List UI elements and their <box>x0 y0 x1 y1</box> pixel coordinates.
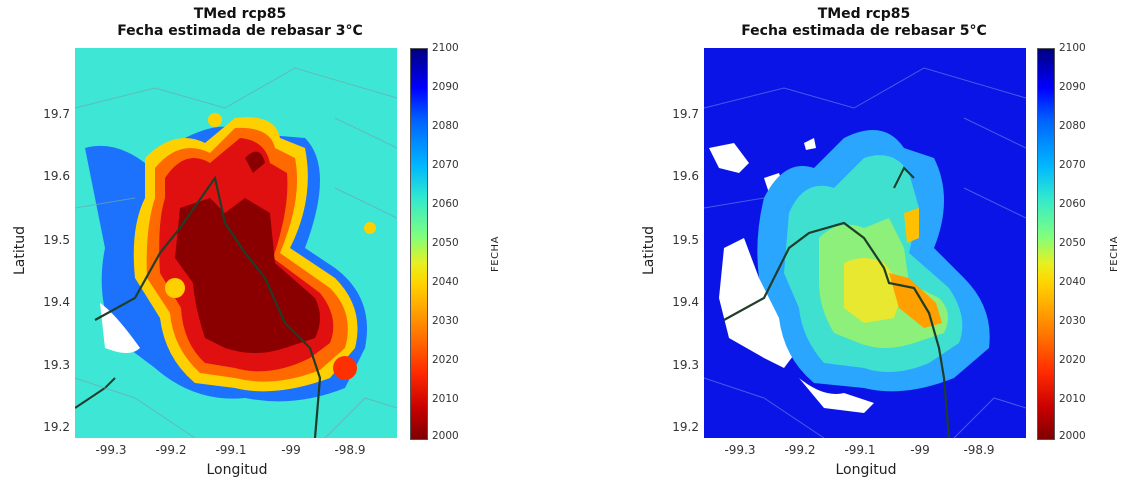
region-nodata <box>799 378 874 413</box>
state-boundary <box>94 175 322 438</box>
blob <box>165 278 185 298</box>
state-boundary-n <box>893 166 915 189</box>
state-boundary <box>723 221 951 438</box>
chart-title: TMed rcp85 Fecha estimada de rebasar 3°C <box>80 6 400 40</box>
y-tick-label: 19.7 <box>672 107 699 121</box>
colorbar-tick: 2090 <box>1059 81 1086 93</box>
region-nodata <box>709 143 749 173</box>
heatmap-svg <box>704 48 1026 438</box>
municipal-borders <box>704 67 1026 438</box>
colorbar <box>1037 48 1055 440</box>
y-tick-label: 19.6 <box>43 169 70 183</box>
colorbar-tick: 2000 <box>432 430 459 442</box>
heatmap-plot <box>75 48 397 438</box>
title-line-1: TMed rcp85 <box>817 6 911 22</box>
x-tick-label: -99 <box>910 443 930 457</box>
region-core <box>175 198 320 353</box>
y-tick-label: 19.4 <box>43 295 70 309</box>
y-tick-label: 19.3 <box>672 358 699 372</box>
colorbar-tick: 2030 <box>1059 315 1086 327</box>
colorbar-label: FECHA <box>1109 236 1120 272</box>
x-tick-label: -99.1 <box>844 443 876 457</box>
region-core-north <box>245 151 265 173</box>
region-nodata <box>100 303 140 353</box>
colorbar-tick: 2100 <box>1059 42 1086 54</box>
colorbar-tick: 2050 <box>432 237 459 249</box>
x-tick-label: -99.1 <box>215 443 247 457</box>
colorbar-tick: 2020 <box>432 354 459 366</box>
x-axis-label: Longitud <box>835 462 897 478</box>
x-axis-label: Longitud <box>206 462 268 478</box>
colorbar-tick: 2080 <box>432 120 459 132</box>
colorbar-tick: 2000 <box>1059 430 1086 442</box>
colorbar-tick: 2040 <box>432 276 459 288</box>
y-tick-label: 19.2 <box>43 420 70 434</box>
blob <box>364 222 376 234</box>
y-tick-label: 19.7 <box>43 107 70 121</box>
x-tick-label: -99.3 <box>95 443 127 457</box>
colorbar-tick: 2010 <box>432 393 459 405</box>
chart-panel-right: TMed rcp85 Fecha estimada de rebasar 5°C <box>561 0 1122 485</box>
y-tick-label: 19.2 <box>672 420 699 434</box>
x-tick-label: -99.3 <box>724 443 756 457</box>
blob <box>208 113 222 127</box>
heatmap-plot <box>704 48 1026 438</box>
chart-panel-left: TMed rcp85 Fecha estimada de rebasar 3°C <box>12 6 501 478</box>
chart-title: TMed rcp85 Fecha estimada de rebasar 5°C <box>704 6 1024 40</box>
y-tick-label: 19.5 <box>672 233 699 247</box>
title-line-2: Fecha estimada de rebasar 5°C <box>741 23 987 39</box>
title-line-2: Fecha estimada de rebasar 3°C <box>117 23 363 39</box>
y-axis-label: Latitud <box>641 225 657 275</box>
heatmap-svg <box>75 48 397 438</box>
colorbar-tick: 2020 <box>1059 354 1086 366</box>
colorbar-tick: 2080 <box>1059 120 1086 132</box>
x-tick-label: -98.9 <box>334 443 366 457</box>
colorbar-tick: 2090 <box>432 81 459 93</box>
colorbar-tick: 2070 <box>1059 159 1086 171</box>
colorbar-tick: 2060 <box>432 198 459 210</box>
blob <box>333 356 357 380</box>
colorbar-tick: 2040 <box>1059 276 1086 288</box>
colorbar-tick: 2100 <box>432 42 459 54</box>
y-axis-label: Latitud <box>12 225 28 275</box>
y-tick-label: 19.3 <box>43 358 70 372</box>
colorbar-tick: 2070 <box>432 159 459 171</box>
colorbar-tick: 2060 <box>1059 198 1086 210</box>
colorbar-tick: 2050 <box>1059 237 1086 249</box>
y-tick-label: 19.5 <box>43 233 70 247</box>
colorbar-tick: 2030 <box>432 315 459 327</box>
region-nodata <box>719 238 799 368</box>
colorbar <box>410 48 428 440</box>
x-tick-label: -98.9 <box>963 443 995 457</box>
y-tick-label: 19.4 <box>672 295 699 309</box>
x-tick-label: -99.2 <box>784 443 816 457</box>
x-tick-label: -99.2 <box>155 443 187 457</box>
x-tick-label: -99 <box>281 443 301 457</box>
municipal-borders <box>75 67 397 438</box>
colorbar-tick: 2010 <box>1059 393 1086 405</box>
y-tick-label: 19.6 <box>672 169 699 183</box>
region-yellow <box>844 258 904 323</box>
region-orange-north <box>904 208 919 243</box>
region-nodata <box>804 138 816 150</box>
title-line-1: TMed rcp85 <box>193 6 287 22</box>
colorbar-label: FECHA <box>490 236 501 272</box>
